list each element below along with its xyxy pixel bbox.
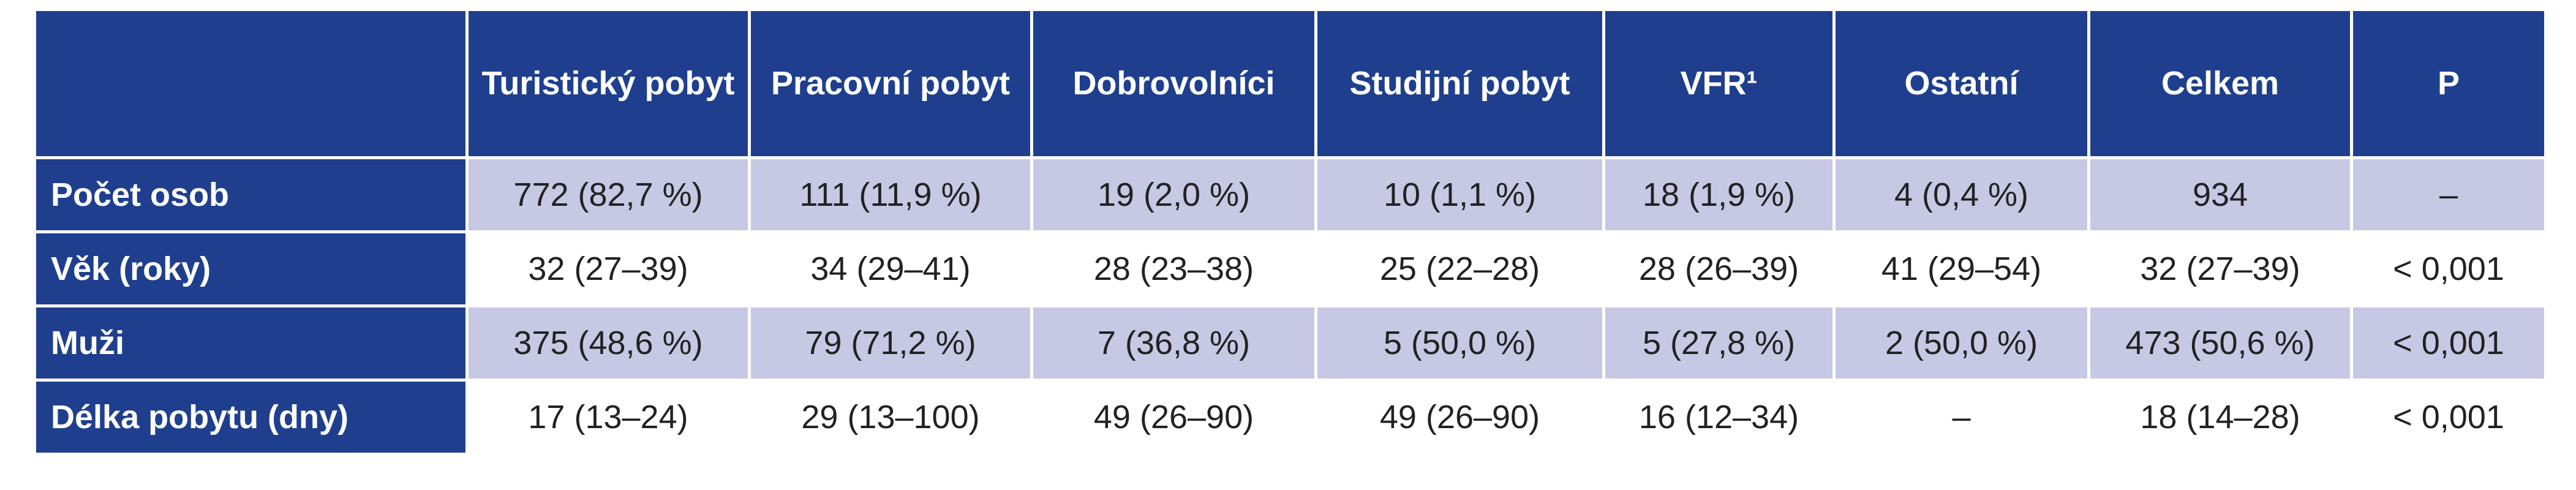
table-cell: 16 (12–34)	[1602, 379, 1836, 456]
corner-cell	[33, 8, 469, 159]
table-cell: 5 (27,8 %)	[1602, 304, 1836, 382]
table-cell: < 0,001	[2350, 379, 2547, 456]
table-cell: 29 (13–100)	[748, 379, 1033, 456]
table-cell: –	[1832, 379, 2090, 456]
table-row: Věk (roky) 32 (27–39) 34 (29–41) 28 (23–38)…	[33, 230, 2547, 307]
column-header: Turistický pobyt	[465, 8, 751, 159]
row-label: Muži	[33, 304, 469, 382]
row-label: Věk (roky)	[33, 230, 469, 307]
table-cell: –	[2350, 156, 2547, 233]
table-cell: 41 (29–54)	[1832, 230, 2090, 307]
table: Turistický pobyt Pracovní pobyt Dobrovolní…	[33, 8, 2547, 456]
table-row: Muži 375 (48,6 %) 79 (71,2 %) 7 (36,8 %) 5 (…	[33, 304, 2547, 382]
table-head: Turistický pobyt Pracovní pobyt Dobrovolní…	[33, 8, 2547, 159]
table-cell: 18 (14–28)	[2087, 379, 2353, 456]
table-cell: 934	[2087, 156, 2353, 233]
table-cell: 5 (50,0 %)	[1314, 304, 1605, 382]
table-body: Počet osob 772 (82,7 %) 111 (11,9 %) 19 (2,…	[33, 156, 2547, 456]
table-cell: 10 (1,1 %)	[1314, 156, 1605, 233]
table-cell: 32 (27–39)	[2087, 230, 2353, 307]
table-cell: 28 (23–38)	[1030, 230, 1317, 307]
table-cell: 28 (26–39)	[1602, 230, 1836, 307]
table-cell: 19 (2,0 %)	[1030, 156, 1317, 233]
table-row: Počet osob 772 (82,7 %) 111 (11,9 %) 19 (2,…	[33, 156, 2547, 233]
table-cell: 375 (48,6 %)	[465, 304, 751, 382]
table-cell: 7 (36,8 %)	[1030, 304, 1317, 382]
column-header: Dobrovolníci	[1030, 8, 1317, 159]
row-label: Počet osob	[33, 156, 469, 233]
table-cell: 18 (1,9 %)	[1602, 156, 1836, 233]
table-cell: 32 (27–39)	[465, 230, 751, 307]
table-cell: 111 (11,9 %)	[748, 156, 1033, 233]
row-label: Délka pobytu (dny)	[33, 379, 469, 456]
table-cell: 25 (22–28)	[1314, 230, 1605, 307]
table-cell: 17 (13–24)	[465, 379, 751, 456]
column-header: Pracovní pobyt	[748, 8, 1033, 159]
table-cell: < 0,001	[2350, 304, 2547, 382]
column-header: Celkem	[2087, 8, 2353, 159]
column-header: VFR¹	[1602, 8, 1836, 159]
table-cell: 49 (26–90)	[1030, 379, 1317, 456]
table-cell: 49 (26–90)	[1314, 379, 1605, 456]
table-cell: 772 (82,7 %)	[465, 156, 751, 233]
header-row: Turistický pobyt Pracovní pobyt Dobrovolní…	[33, 8, 2547, 159]
table-row: Délka pobytu (dny) 17 (13–24) 29 (13–100) 4…	[33, 379, 2547, 456]
table-cell: 4 (0,4 %)	[1832, 156, 2090, 233]
table-cell: < 0,001	[2350, 230, 2547, 307]
table-cell: 34 (29–41)	[748, 230, 1033, 307]
table-wrapper: Turistický pobyt Pracovní pobyt Dobrovolní…	[33, 8, 2547, 456]
table-cell: 2 (50,0 %)	[1832, 304, 2090, 382]
table-cell: 79 (71,2 %)	[748, 304, 1033, 382]
column-header: P	[2350, 8, 2547, 159]
column-header: Studijní pobyt	[1314, 8, 1605, 159]
column-header: Ostatní	[1832, 8, 2090, 159]
table-cell: 473 (50,6 %)	[2087, 304, 2353, 382]
